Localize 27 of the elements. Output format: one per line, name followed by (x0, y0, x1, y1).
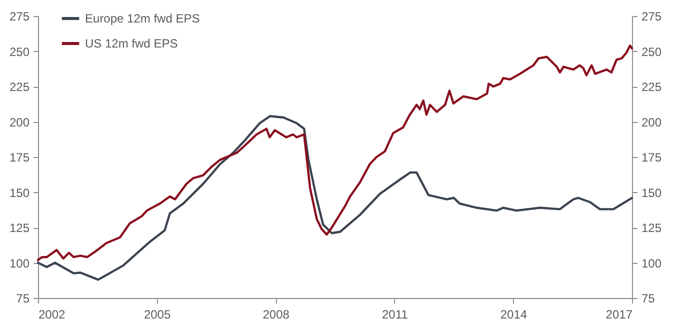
y2-tick-label: 150 (642, 186, 662, 200)
x-tick-label: 2017 (606, 308, 633, 322)
y2-tick-label: 250 (642, 44, 662, 59)
y-tick-label: 275 (9, 10, 30, 24)
y2-tick-label: 225 (642, 80, 662, 94)
y-tick-label: 100 (9, 256, 30, 270)
x-tick-label: 2014 (500, 308, 528, 322)
y2-tick-label: 200 (642, 115, 662, 130)
y2-tick-label: 125 (642, 221, 662, 235)
y-tick-label: 250 (9, 44, 30, 59)
x-tick-label: 2008 (262, 308, 290, 322)
x-tick-label: 2005 (144, 308, 171, 322)
legend-label: Europe 12m fwd EPS (85, 12, 200, 26)
y2-tick-label: 175 (642, 150, 662, 164)
legend-label: US 12m fwd EPS (85, 36, 178, 50)
y-tick-label: 225 (9, 80, 30, 94)
y-tick-label: 200 (9, 115, 30, 130)
x-tick-label: 2002 (38, 308, 66, 322)
y-tick-label: 75 (16, 292, 30, 306)
x-tick-label: 2011 (382, 308, 408, 322)
y-tick-label: 150 (9, 186, 30, 200)
y2-tick-label: 275 (642, 10, 662, 24)
y-tick-label: 125 (9, 221, 30, 235)
y-tick-label: 175 (9, 150, 30, 164)
line-series (36, 115, 634, 281)
y2-tick-label: 100 (642, 256, 662, 270)
y2-tick-label: 75 (642, 292, 656, 306)
